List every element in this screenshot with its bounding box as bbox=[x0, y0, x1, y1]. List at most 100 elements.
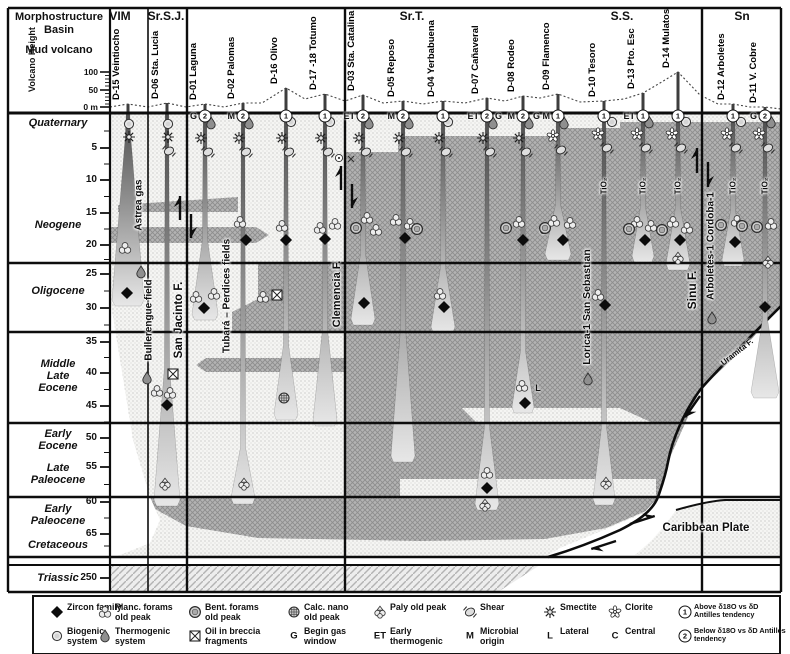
planc-icon bbox=[328, 218, 342, 230]
planc-icon bbox=[150, 385, 164, 397]
isotope-badge-d-11: 2 bbox=[758, 109, 772, 123]
volcano-label-d-07: D-07 Cañaveral bbox=[470, 25, 481, 94]
section-label-sn: Sn bbox=[734, 9, 750, 23]
tio2-label-d-12: TiO₂ bbox=[728, 177, 738, 195]
planc-icon bbox=[764, 218, 778, 230]
smectite-icon bbox=[544, 606, 557, 619]
tio2-label-d-11: TiO₂ bbox=[760, 177, 770, 195]
marker-letters-d-09: G M bbox=[533, 111, 550, 121]
smectite-icon bbox=[513, 132, 526, 145]
legend-label: Thermogenic system bbox=[115, 626, 171, 646]
isotope-badge-d-01: 2 bbox=[198, 109, 212, 123]
epoch-label-oligocene: Oligocene bbox=[31, 284, 85, 297]
annotation-bullerengue-field: Bullerengue field bbox=[143, 279, 155, 361]
shear-icon bbox=[761, 142, 776, 155]
planc-icon bbox=[313, 222, 327, 234]
tio2-label-d-10: TiO₂ bbox=[599, 177, 609, 195]
bent-icon bbox=[350, 222, 363, 235]
section-label-srt: Sr.T. bbox=[399, 9, 425, 23]
epoch-label-quaternary: Quaternary bbox=[28, 116, 88, 129]
paly-icon bbox=[600, 476, 613, 490]
legend-label: Begin gas window bbox=[304, 626, 347, 646]
biogenic-icon bbox=[123, 118, 135, 130]
ma-tick-45: 45 bbox=[85, 400, 97, 411]
volcano-label-d-11: D-11 V. Cobre bbox=[748, 42, 759, 103]
ma-tick-65: 65 bbox=[85, 528, 97, 539]
biogenic-icon bbox=[51, 630, 63, 642]
header-line1: Morphostructure bbox=[15, 11, 103, 23]
zircon-icon bbox=[673, 233, 687, 247]
biogenic-icon bbox=[442, 116, 454, 128]
legend-label: Central bbox=[625, 626, 656, 636]
shear-icon bbox=[600, 142, 615, 155]
ma-tick-30: 30 bbox=[85, 302, 97, 313]
marker-letters-d-02: M bbox=[227, 111, 236, 121]
zircon-icon bbox=[318, 232, 332, 246]
annotation-lorica-1-san-sebastian: Lorica-1 San Sebastian bbox=[581, 249, 593, 365]
legend-letter-l: L bbox=[547, 630, 553, 642]
isotope-badge-d-13: 1 bbox=[636, 109, 650, 123]
shear-icon bbox=[729, 142, 744, 155]
volcano-label-d-17: D-17 -18 Totumo bbox=[308, 16, 319, 90]
tio2-label-d-13: TiO₂ bbox=[638, 177, 648, 195]
zircon-icon bbox=[398, 231, 412, 245]
smectite-icon bbox=[195, 132, 208, 145]
oil-icon bbox=[167, 368, 179, 380]
marker-letters-d-11: G bbox=[749, 111, 757, 121]
isotope-badge-d-07: 2 bbox=[480, 109, 494, 123]
annotation-clemencia-f-: Clemencia F. bbox=[331, 260, 343, 328]
legend-label: Planc. forams old peak bbox=[115, 602, 173, 622]
zircon-icon bbox=[518, 396, 532, 410]
oil-icon bbox=[271, 289, 283, 301]
smectite-icon bbox=[393, 132, 406, 145]
planc-icon bbox=[163, 387, 177, 399]
ma-tick-15: 15 bbox=[85, 207, 97, 218]
thermo-icon bbox=[142, 371, 152, 385]
volcano-label-d-15: D-15 Veintiocho bbox=[111, 28, 122, 100]
clorite-icon bbox=[546, 129, 560, 143]
planc-icon bbox=[591, 289, 605, 301]
legend-label: Zircon family bbox=[67, 602, 122, 612]
volcano-label-d-08: D-08 Rodeo bbox=[506, 39, 517, 92]
isotope-badge-d-14: 1 bbox=[671, 109, 685, 123]
clorite-icon bbox=[720, 127, 734, 141]
planc-icon bbox=[547, 215, 561, 227]
planc-icon bbox=[389, 214, 403, 226]
paly-icon bbox=[238, 477, 251, 491]
bent-icon bbox=[715, 219, 728, 232]
tio2-label-d-14: TiO₂ bbox=[673, 177, 683, 195]
isotope-badge-d-04: 1 bbox=[436, 109, 450, 123]
planc-icon bbox=[563, 217, 577, 229]
legend-label: Shear bbox=[480, 602, 505, 612]
marker-letter-right-d-07: G bbox=[495, 111, 503, 121]
bent-icon bbox=[500, 222, 513, 235]
biogenic-icon bbox=[680, 116, 692, 128]
shear-icon bbox=[519, 146, 534, 159]
isotope-badge-legend: 1 bbox=[678, 605, 692, 619]
zircon-icon bbox=[437, 300, 451, 314]
zircon-icon bbox=[120, 286, 134, 300]
ma-tick-10: 10 bbox=[85, 174, 97, 185]
annotation-san-jacinto-f-: San Jacinto F. bbox=[173, 281, 185, 359]
header-mud-volcano: Mud volcano bbox=[25, 44, 93, 56]
planc-icon bbox=[369, 224, 383, 236]
dotc-icon bbox=[334, 153, 344, 163]
smectite-icon bbox=[123, 131, 136, 144]
shear-icon bbox=[399, 146, 414, 159]
legend-label: Clorite bbox=[625, 602, 653, 612]
volcano-label-d-04: D-04 Yerbabuena bbox=[426, 20, 437, 97]
planc-icon bbox=[360, 212, 374, 224]
shear-icon bbox=[483, 146, 498, 159]
shear-icon bbox=[282, 146, 297, 159]
smectite-icon bbox=[162, 131, 175, 144]
smallx-icon bbox=[347, 155, 355, 163]
planc-icon bbox=[275, 220, 289, 232]
planc-icon bbox=[480, 467, 494, 479]
annotation-caribbean-plate: Caribbean Plate bbox=[662, 522, 750, 534]
ma-tick-55: 55 bbox=[85, 461, 97, 472]
header-line2: Basin bbox=[44, 24, 74, 37]
volcano-label-d-05: D-05 Reposo bbox=[386, 38, 397, 97]
clorite-icon bbox=[591, 127, 605, 141]
